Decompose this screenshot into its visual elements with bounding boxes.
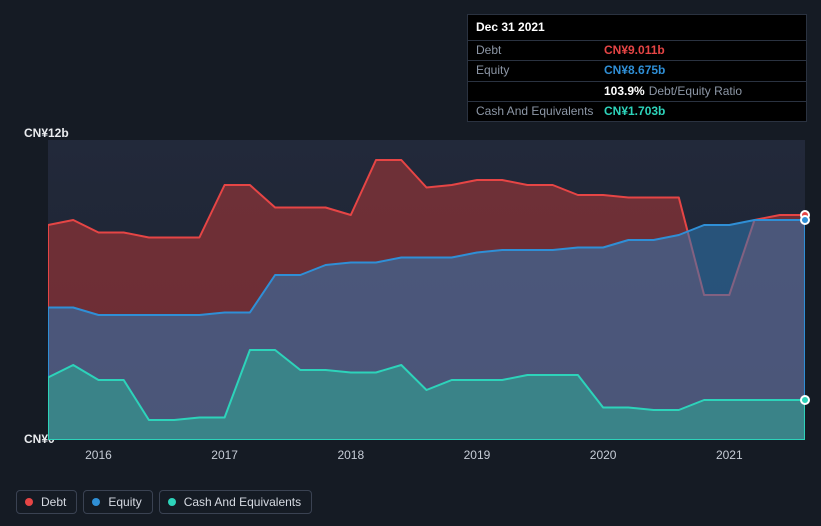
tooltip-label: Equity bbox=[476, 64, 604, 77]
x-tick-label: 2018 bbox=[337, 448, 364, 462]
legend-item-debt[interactable]: Debt bbox=[16, 490, 77, 514]
x-tick-label: 2017 bbox=[211, 448, 238, 462]
x-tick-label: 2020 bbox=[590, 448, 617, 462]
tooltip-label: Cash And Equivalents bbox=[476, 105, 604, 118]
legend-dot bbox=[25, 498, 33, 506]
marker-equity bbox=[800, 215, 810, 225]
tooltip-value: 103.9%Debt/Equity Ratio bbox=[604, 85, 742, 98]
tooltip-row: DebtCN¥9.011b bbox=[468, 41, 806, 61]
tooltip-date: Dec 31 2021 bbox=[468, 15, 806, 41]
tooltip-label: Debt bbox=[476, 44, 604, 57]
marker-cash-and-equivalents bbox=[800, 395, 810, 405]
chart-legend: Debt Equity Cash And Equivalents bbox=[16, 490, 312, 514]
tooltip-row: Cash And EquivalentsCN¥1.703b bbox=[468, 102, 806, 121]
legend-label: Cash And Equivalents bbox=[184, 495, 301, 509]
tooltip-row: 103.9%Debt/Equity Ratio bbox=[468, 82, 806, 102]
x-tick-label: 2016 bbox=[85, 448, 112, 462]
tooltip-label bbox=[476, 85, 604, 98]
chart-tooltip: Dec 31 2021 DebtCN¥9.011bEquityCN¥8.675b… bbox=[467, 14, 807, 122]
legend-dot bbox=[168, 498, 176, 506]
x-tick-label: 2021 bbox=[716, 448, 743, 462]
tooltip-value: CN¥1.703b bbox=[604, 105, 665, 118]
tooltip-suffix: Debt/Equity Ratio bbox=[649, 84, 742, 98]
tooltip-value: CN¥8.675b bbox=[604, 64, 665, 77]
tooltip-row: EquityCN¥8.675b bbox=[468, 61, 806, 81]
legend-item-equity[interactable]: Equity bbox=[83, 490, 152, 514]
chart-plot bbox=[48, 140, 805, 440]
legend-dot bbox=[92, 498, 100, 506]
legend-label: Equity bbox=[108, 495, 141, 509]
legend-item-cash-and-equivalents[interactable]: Cash And Equivalents bbox=[159, 490, 312, 514]
y-axis-top-label: CN¥12b bbox=[24, 126, 69, 140]
tooltip-value: CN¥9.011b bbox=[604, 44, 665, 57]
x-tick-label: 2019 bbox=[464, 448, 491, 462]
legend-label: Debt bbox=[41, 495, 66, 509]
